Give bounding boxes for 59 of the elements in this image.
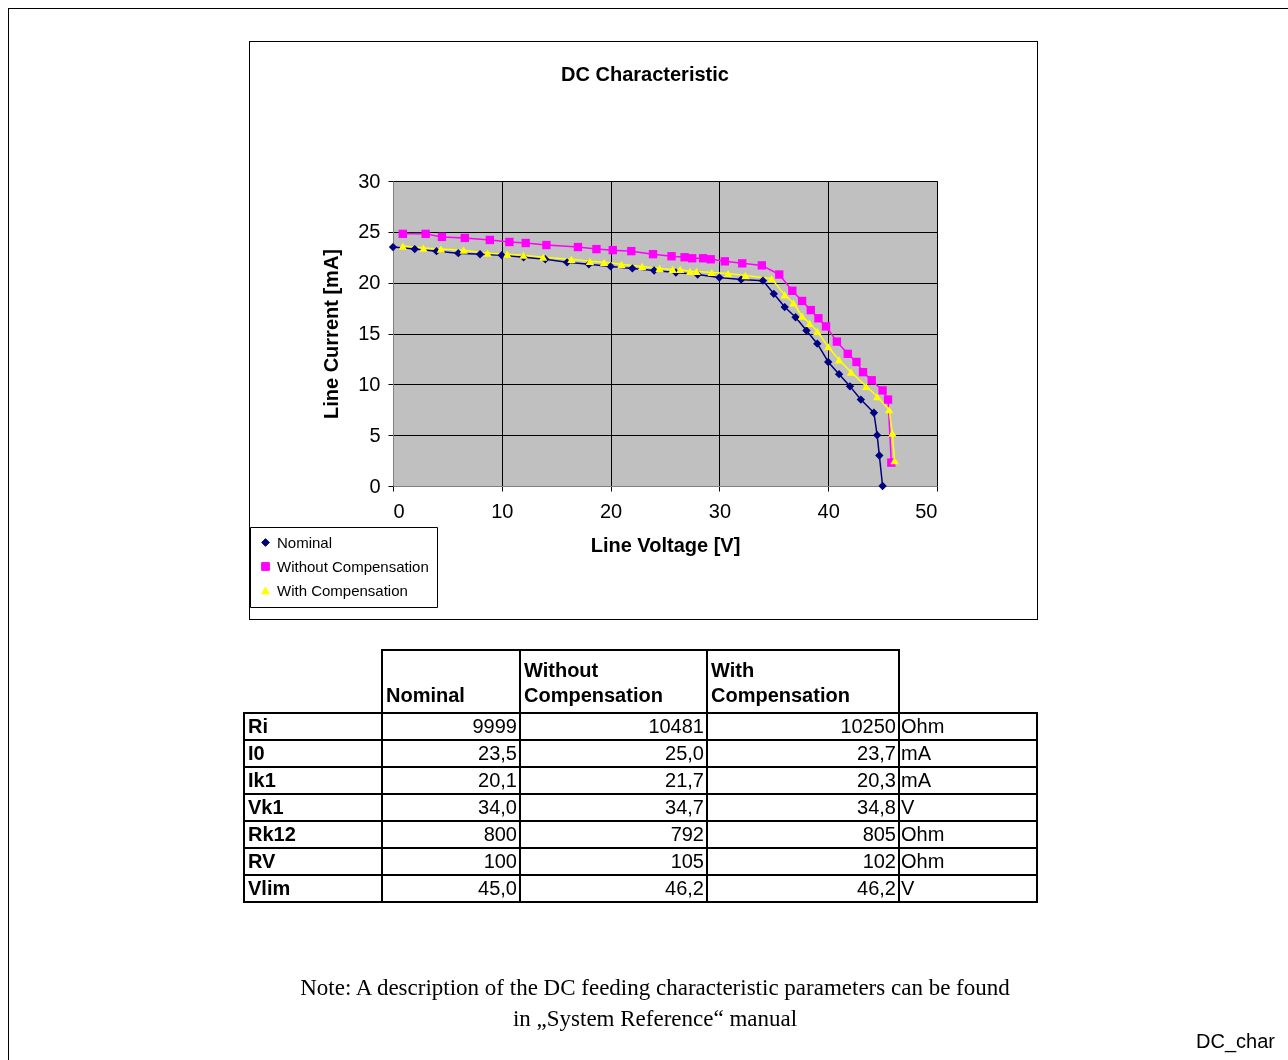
chart-title: DC Characteristic (561, 63, 729, 85)
y-tick-label: 10 (358, 372, 381, 395)
category-label: I0 (248, 741, 265, 764)
category-label: mA (901, 768, 931, 791)
text: 45,0 (478, 876, 517, 899)
category-label: V (901, 876, 915, 899)
legend-label: Nominal (277, 533, 333, 551)
x-tick-label: 40 (817, 499, 840, 522)
y-axis-title: Line Current [mA] (320, 249, 343, 419)
y-tick-label: 15 (358, 322, 381, 344)
y-tick-label: 30 (358, 169, 381, 192)
y-tick-label: 5 (369, 423, 381, 446)
text: 105 (670, 849, 704, 872)
y-tick-label: 20 (358, 271, 381, 294)
text: 800 (483, 822, 517, 845)
category-label: Nominal (386, 684, 465, 706)
text: Note: A description of the DC feeding characteristic parameters can be found in „System Reference“ manual (299, 974, 1011, 1033)
text: 34,0 (478, 795, 517, 818)
category-label: mA (901, 741, 931, 764)
x-tick-label: 10 (491, 499, 514, 522)
category-label: Ohm (901, 714, 945, 737)
text: 34,7 (665, 795, 704, 818)
text: DC_char (1196, 1030, 1275, 1053)
text: 23,7 (857, 741, 896, 764)
category-label: Ri (248, 714, 268, 737)
category-label: Without Compensation (524, 659, 663, 706)
category-label: RV (248, 849, 276, 872)
text: 10481 (648, 714, 704, 737)
text: 805 (862, 822, 896, 845)
category-label: Ohm (901, 822, 945, 845)
text: 20,1 (478, 768, 517, 791)
text: 20,3 (857, 768, 896, 791)
text: 21,7 (665, 768, 704, 791)
legend-label: Without Compensation (277, 557, 429, 575)
x-tick-label: 20 (599, 499, 623, 522)
text: 46,2 (665, 876, 704, 899)
y-tick-label: 25 (358, 220, 381, 243)
x-axis-title: Line Voltage [V] (590, 533, 741, 556)
text: 100 (483, 849, 517, 872)
category-label: Ik1 (248, 768, 276, 791)
x-tick-label: 30 (708, 499, 732, 522)
text: 23,5 (478, 741, 517, 764)
legend-label: With Compensation (277, 581, 408, 599)
y-tick-label: 0 (369, 474, 381, 497)
text: 792 (670, 822, 704, 845)
category-label: Vlim (248, 876, 291, 899)
category-label: Ohm (901, 849, 945, 872)
text: 10250 (840, 714, 896, 737)
text: 34,8 (857, 795, 896, 818)
text: 25,0 (665, 741, 704, 764)
x-tick-label: 0 (393, 499, 405, 522)
category-label: With Compensation (711, 659, 850, 706)
x-tick-label: 50 (915, 499, 938, 522)
text: 46,2 (857, 876, 896, 899)
category-label: Rk12 (248, 822, 296, 845)
category-label: Vk1 (248, 795, 284, 818)
category-label: V (901, 795, 915, 818)
text: 102 (862, 849, 896, 872)
text: 9999 (472, 714, 517, 737)
